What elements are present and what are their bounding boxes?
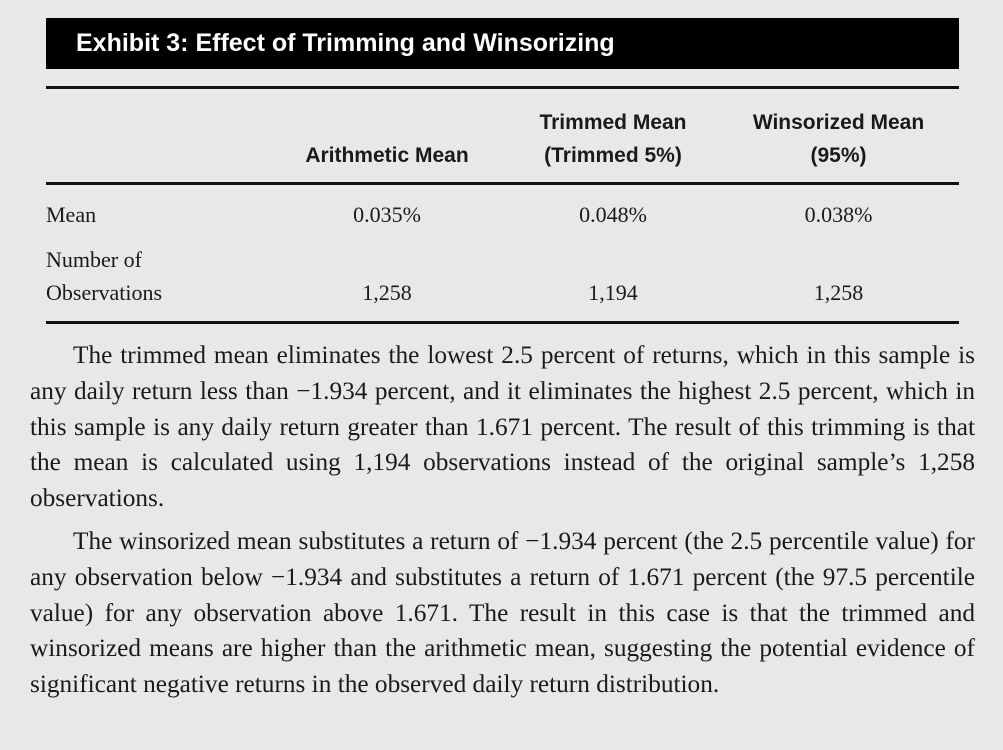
table-row-mean: Mean 0.035% 0.048% 0.038% bbox=[46, 184, 959, 244]
exhibit-table: Arithmetic Mean Trimmed Mean (Trimmed 5%… bbox=[46, 86, 959, 324]
cell-arithmetic: 0.035% bbox=[353, 202, 421, 227]
header-blank bbox=[46, 88, 266, 184]
paragraph-winsorized: The winsorized mean substitutes a return… bbox=[30, 526, 975, 699]
header-arithmetic-mean: Arithmetic Mean bbox=[305, 144, 469, 167]
cell-arithmetic: 1,258 bbox=[362, 280, 412, 305]
header-trimmed-mean: Trimmed Mean (Trimmed 5%) bbox=[539, 111, 687, 167]
table-row-observations: Number of Observations 1,258 1,194 1,258 bbox=[46, 243, 959, 323]
paragraph-trimmed: The trimmed mean eliminates the lowest 2… bbox=[30, 341, 975, 513]
body-text: The trimmed mean eliminates the lowest 2… bbox=[30, 338, 975, 710]
table-header-row: Arithmetic Mean Trimmed Mean (Trimmed 5%… bbox=[46, 87, 959, 184]
cell-winsorized: 1,258 bbox=[813, 280, 864, 305]
cell-winsorized: 0.038% bbox=[804, 202, 873, 227]
exhibit-title: Exhibit 3: Effect of Trimming and Winsor… bbox=[76, 29, 615, 57]
cell-trimmed: 1,194 bbox=[588, 280, 638, 305]
header-winsorized-mean: Winsorized Mean (95%) bbox=[752, 111, 925, 167]
results-table: Arithmetic Mean Trimmed Mean (Trimmed 5%… bbox=[46, 86, 959, 324]
row-label: Mean bbox=[46, 202, 97, 227]
row-label: Number of Observations bbox=[46, 247, 163, 305]
exhibit-header: Exhibit 3: Effect of Trimming and Winsor… bbox=[46, 18, 959, 69]
cell-trimmed: 0.048% bbox=[579, 202, 647, 227]
